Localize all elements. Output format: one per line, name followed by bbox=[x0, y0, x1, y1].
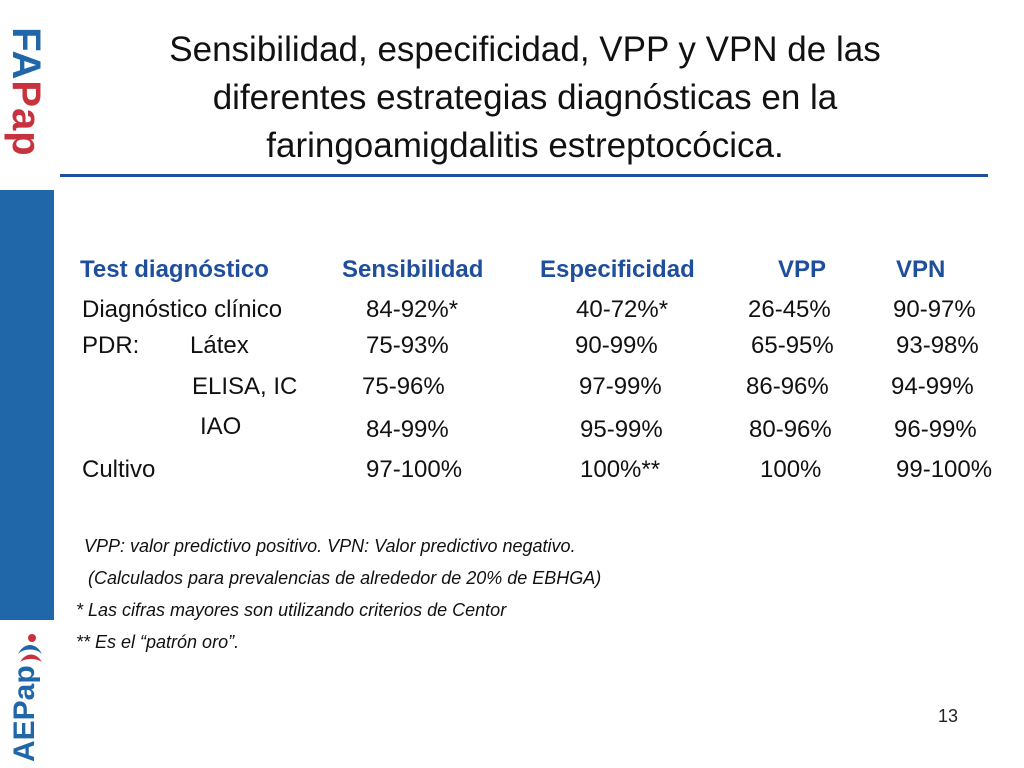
aepap-logo-text: AEPap bbox=[8, 665, 41, 762]
row3-test: ELISA, IC bbox=[192, 373, 298, 400]
row1-test: Diagnóstico clínico bbox=[82, 296, 283, 323]
note-prevalence: (Calculados para prevalencias de alreded… bbox=[88, 568, 602, 588]
header-sensibilidad: Sensibilidad bbox=[342, 256, 484, 283]
row1-espec: 40-72%* bbox=[576, 296, 669, 323]
row3-espec: 97-99% bbox=[579, 373, 662, 400]
row4-test: IAO bbox=[200, 413, 242, 440]
row2-test: PDR: bbox=[82, 332, 140, 359]
row5-vpp: 100% bbox=[760, 456, 822, 483]
row4-espec: 95-99% bbox=[580, 416, 663, 443]
row2-vpn: 93-98% bbox=[896, 332, 979, 359]
row3-sens: 75-96% bbox=[362, 373, 445, 400]
header-test: Test diagnóstico bbox=[80, 256, 269, 283]
header-vpp: VPP bbox=[778, 256, 827, 283]
fapap-logo-part2: Pap bbox=[4, 80, 48, 157]
note-centor: * Las cifras mayores son utilizando crit… bbox=[76, 600, 507, 620]
note-gold-standard: ** Es el “patrón oro”. bbox=[76, 632, 240, 652]
header-vpn: VPN bbox=[896, 256, 946, 283]
row3-vpp: 86-96% bbox=[746, 373, 829, 400]
row2-espec: 90-99% bbox=[575, 332, 658, 359]
row5-sens: 97-100% bbox=[366, 456, 463, 483]
header-especificidad: Especificidad bbox=[540, 256, 695, 283]
fapap-logo-part1: FA bbox=[4, 27, 48, 81]
row2-method: Látex bbox=[190, 332, 249, 359]
side-accent-bar bbox=[0, 190, 54, 620]
row2-sens: 75-93% bbox=[366, 332, 449, 359]
fapap-logo: FAPap bbox=[2, 22, 50, 162]
title-underline bbox=[60, 174, 988, 177]
aepap-figure-icon bbox=[18, 634, 42, 662]
row2-vpp: 65-95% bbox=[751, 332, 834, 359]
row4-sens: 84-99% bbox=[366, 416, 449, 443]
aepap-logo: AEPap bbox=[0, 630, 54, 768]
row4-vpp: 80-96% bbox=[749, 416, 832, 443]
row1-vpp: 26-45% bbox=[748, 296, 831, 323]
row4-vpn: 96-99% bbox=[894, 416, 977, 443]
slide-title: Sensibilidad, especificidad, VPP y VPN d… bbox=[169, 30, 881, 165]
row1-vpn: 90-97% bbox=[893, 296, 976, 323]
row5-vpn: 99-100% bbox=[896, 456, 993, 483]
fapap-logo-text: FAPap bbox=[4, 27, 48, 157]
row3-vpn: 94-99% bbox=[891, 373, 974, 400]
note-abbreviations: VPP: valor predictivo positivo. VPN: Val… bbox=[84, 536, 576, 556]
row1-sens: 84-92%* bbox=[366, 296, 459, 323]
page-number: 13 bbox=[938, 706, 959, 726]
row5-espec: 100%** bbox=[580, 456, 661, 483]
row5-test: Cultivo bbox=[82, 456, 156, 483]
